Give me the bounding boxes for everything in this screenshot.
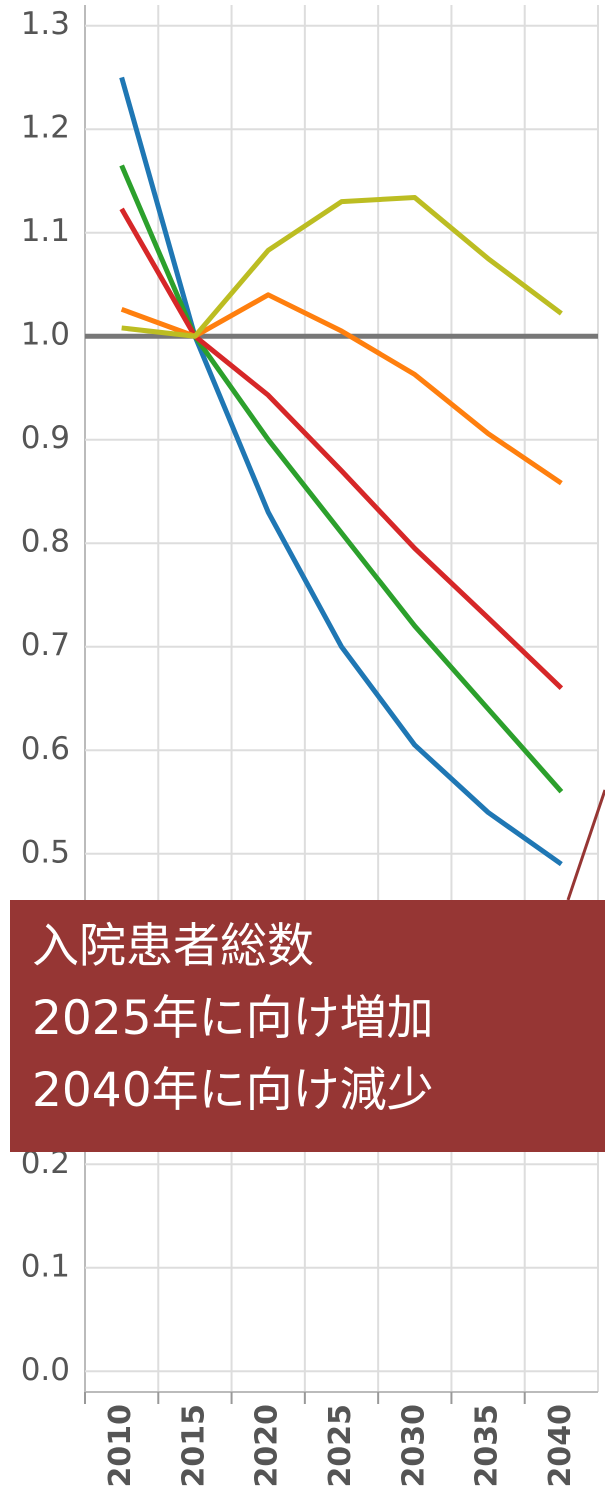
- y-tick-label: 0.7: [21, 627, 70, 663]
- y-tick-label: 1.0: [21, 317, 70, 353]
- annotation-text: 入院患者総数: [32, 919, 314, 974]
- y-tick-label: 1.3: [21, 6, 70, 42]
- y-tick-label: 0.0: [21, 1352, 70, 1388]
- y-tick-label: 1.2: [21, 110, 70, 146]
- annotation-box: [10, 900, 605, 1152]
- y-tick-label: 0.9: [21, 420, 70, 456]
- x-tick-label: 2020: [250, 1404, 285, 1488]
- x-tick-label: 2025: [323, 1404, 358, 1488]
- x-tick-label: 2040: [543, 1404, 578, 1488]
- x-tick-label: 2035: [470, 1404, 505, 1488]
- series-line: [121, 195, 563, 339]
- annotation-text: 2040年に向け減少: [32, 1063, 434, 1118]
- y-tick-label: 0.6: [21, 731, 70, 767]
- y-tick-label: 1.1: [21, 213, 70, 249]
- y-tick-label: 0.5: [21, 834, 70, 870]
- annotation-text: 2025年に向け増加: [32, 991, 434, 1046]
- x-tick-label: 2015: [176, 1404, 211, 1488]
- y-tick-label: 0.1: [21, 1248, 70, 1284]
- series-line: [119, 164, 564, 794]
- series-line: [119, 207, 564, 690]
- callout-connector: [566, 789, 605, 901]
- x-tick-label: 2030: [396, 1404, 431, 1488]
- x-tick-label: 2010: [103, 1404, 138, 1488]
- y-tick-label: 0.8: [21, 524, 70, 560]
